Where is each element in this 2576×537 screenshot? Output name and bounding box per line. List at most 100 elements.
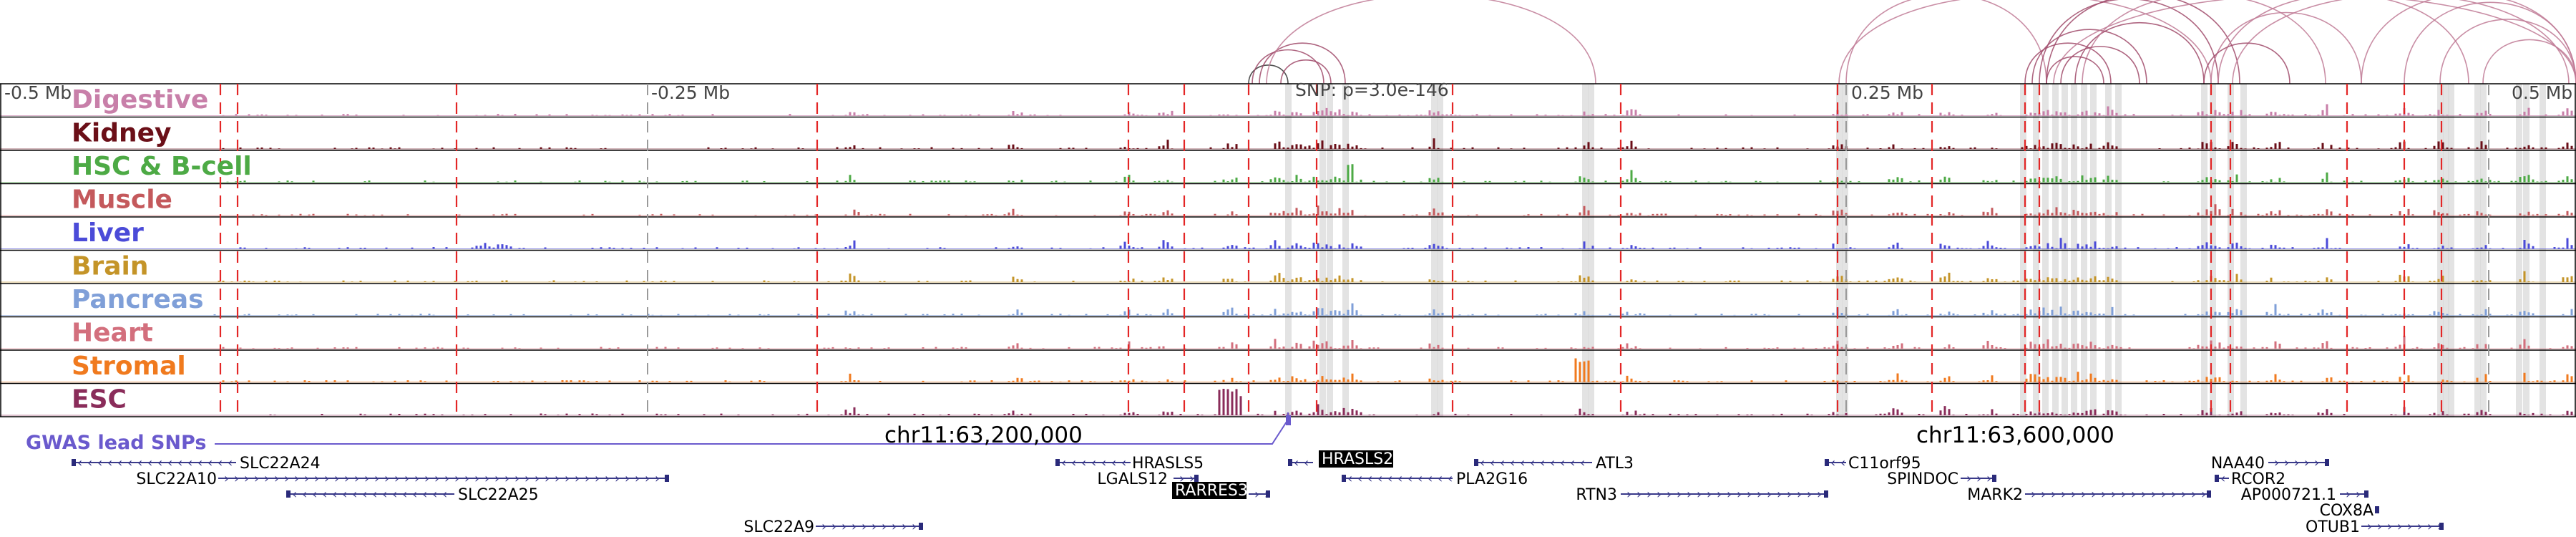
strand-chevron: ‹ [97,455,102,470]
gene-label: RCOR2 [2231,470,2285,488]
strand-chevron: › [384,471,389,486]
strand-chevron: ‹ [127,455,132,470]
gene-label: COX8A [2320,502,2373,520]
strand-chevron: ‹ [1438,471,1443,486]
gene-slc22a24: ‹ ‹ ‹ ‹ ‹ ‹ ‹ ‹ ‹ ‹ ‹ ‹ ‹ ‹ ‹ ‹ SLC22A24 [72,455,321,473]
gene-label: AP000721.1 [2241,486,2336,504]
loop-arc [2210,11,2362,84]
strand-chevron: › [1777,487,1782,502]
strand-chevron: ‹ [228,455,233,470]
strand-chevron: › [545,471,550,486]
loop-arc [2046,0,2240,84]
strand-chevron: ‹ [218,455,223,470]
gene-rcor2: ‹ RCOR2 [2215,470,2285,488]
signal-tracks [0,83,2576,417]
strand-chevron: ‹ [1448,471,1453,486]
strand-chevron: ‹ [1580,455,1585,470]
strand-chevron: › [862,519,867,534]
signal-trace [218,271,2573,282]
strand-chevron: › [555,471,560,486]
signal-trace [222,358,2573,382]
strand-chevron: ‹ [372,487,377,502]
exon-block [1288,459,1292,466]
gene-otub1: ››››››››OTUB1 [2306,518,2444,536]
strand-chevron: › [504,471,509,486]
strand-chevron: › [304,471,309,486]
strand-chevron: › [1677,487,1682,502]
strand-chevron: ‹ [1071,455,1076,470]
strand-chevron: › [1636,487,1641,502]
gene-highlight-box [1172,482,1246,499]
strand-chevron: › [344,471,349,486]
strand-chevron: ‹ [432,487,437,502]
strand-chevron: › [595,471,600,486]
strand-chevron: ‹ [197,455,203,470]
track-label: ESC [72,385,127,415]
strand-chevron: › [514,471,519,486]
loop-arc [1259,42,1346,84]
loop-arc [1280,59,1332,84]
strand-chevron: ‹ [362,487,367,502]
strand-chevron: ‹ [1111,455,1116,470]
exon-block [2439,523,2444,530]
strand-chevron: › [2121,487,2126,502]
loop-arc [1838,0,2212,84]
strand-chevron: › [1646,487,1652,502]
strand-chevron: › [1747,487,1752,502]
gene-pla2g16: ‹ ‹ ‹ ‹ ‹ ‹ ‹ ‹ ‹ ‹ ‹ PLA2G16 [1342,470,1528,488]
exon-block [1824,490,1828,498]
gene-mark2: › › › › › › › › › › › › › › › › › › MARK2 [1967,486,2211,504]
loop-arc [2039,0,2219,84]
strand-chevron: › [821,519,826,534]
gene-label: OTUB1 [2306,518,2360,536]
strand-chevron: › [1697,487,1702,502]
strand-chevron: › [364,471,369,486]
strand-chevron: ‹ [1397,471,1402,486]
strand-chevron: › [1807,487,1812,502]
strand-chevron: › [1179,471,1184,486]
strand-chevron: › [2274,455,2279,470]
strand-chevron: ‹ [2220,471,2225,486]
exon-block [1342,475,1346,482]
gene-label: SLC22A10 [136,470,217,488]
strand-chevron: › [2141,487,2146,502]
strand-chevron: › [2417,519,2422,534]
gene-c11orf95: ‹ ‹ C11orf95 [1825,455,1921,473]
gene-label: SPINDOC [1887,470,1958,488]
loop-arc [2024,42,2112,84]
strand-chevron: › [2041,487,2046,502]
strand-chevron: › [2031,487,2036,502]
strand-chevron: › [1717,487,1722,502]
gene-label: C11orf95 [1848,455,1921,473]
strand-chevron: ‹ [1520,455,1525,470]
signal-trace [222,138,2573,149]
strand-chevron: › [2427,519,2432,534]
strand-chevron: › [2061,487,2066,502]
track-label: Stromal [72,352,186,381]
scale-label-mid-left: -0.25 Mb [651,82,730,103]
exon-block [286,490,291,498]
strand-chevron: › [2284,455,2289,470]
strand-chevron: › [535,471,540,486]
strand-chevron: ‹ [1560,455,1565,470]
loop-arc [2203,42,2290,84]
strand-chevron: ‹ [1830,455,1835,470]
loop-arc [2074,22,2205,84]
gene-slc22a10: › › › › › › › › › › › › › › › › › › › › › › › › › › › › › › › › › › › › › › › ›… [136,470,670,488]
strand-chevron: › [244,471,249,486]
strand-chevron: ‹ [352,487,357,502]
strand-chevron: › [1189,471,1194,486]
strand-chevron: ‹ [1387,471,1392,486]
exon-block [2215,475,2219,482]
strand-chevron: › [424,471,429,486]
loop-arc [1252,49,1324,84]
strand-chevron: ‹ [382,487,387,502]
strand-chevron: ‹ [342,487,347,502]
strand-chevron: › [1986,471,1991,486]
strand-chevron: ‹ [1530,455,1535,470]
loop-arc [1845,0,2047,84]
strand-chevron: › [635,471,640,486]
strand-chevron: ‹ [1510,455,1515,470]
strand-chevron: ‹ [177,455,182,470]
